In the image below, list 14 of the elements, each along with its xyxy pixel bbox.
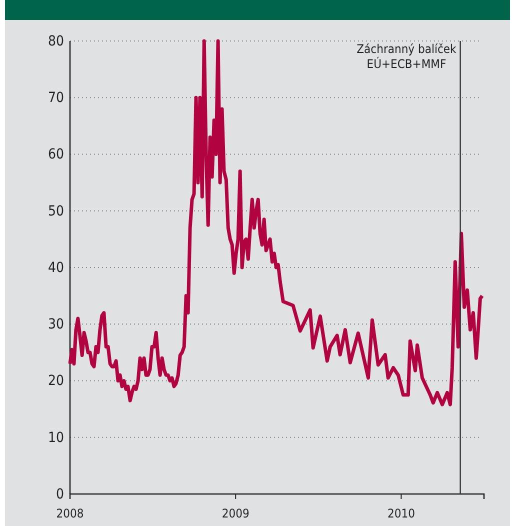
y-tick-label: 30 <box>48 316 64 333</box>
y-tick-label: 20 <box>48 373 64 390</box>
x-tick-label: 2009 <box>222 506 250 521</box>
y-tick-label: 40 <box>48 260 64 276</box>
line-series <box>68 39 484 406</box>
y-tick-label: 80 <box>48 33 64 50</box>
y-tick-label: 60 <box>48 146 64 163</box>
x-tick-label: 2010 <box>387 506 416 521</box>
ref-line-label: Záchranný balíček EÚ+ECB+MMF <box>356 42 458 71</box>
y-tick-label: 50 <box>48 203 64 220</box>
x-tick-label: 2008 <box>56 506 84 521</box>
y-tick-label: 10 <box>48 430 64 446</box>
y-tick-label: 70 <box>48 90 64 106</box>
y-tick-label: 0 <box>56 486 64 502</box>
